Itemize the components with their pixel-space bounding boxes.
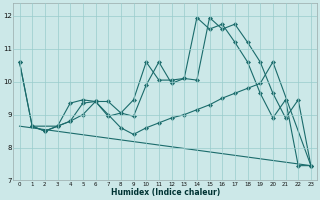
X-axis label: Humidex (Indice chaleur): Humidex (Indice chaleur) bbox=[111, 188, 220, 197]
